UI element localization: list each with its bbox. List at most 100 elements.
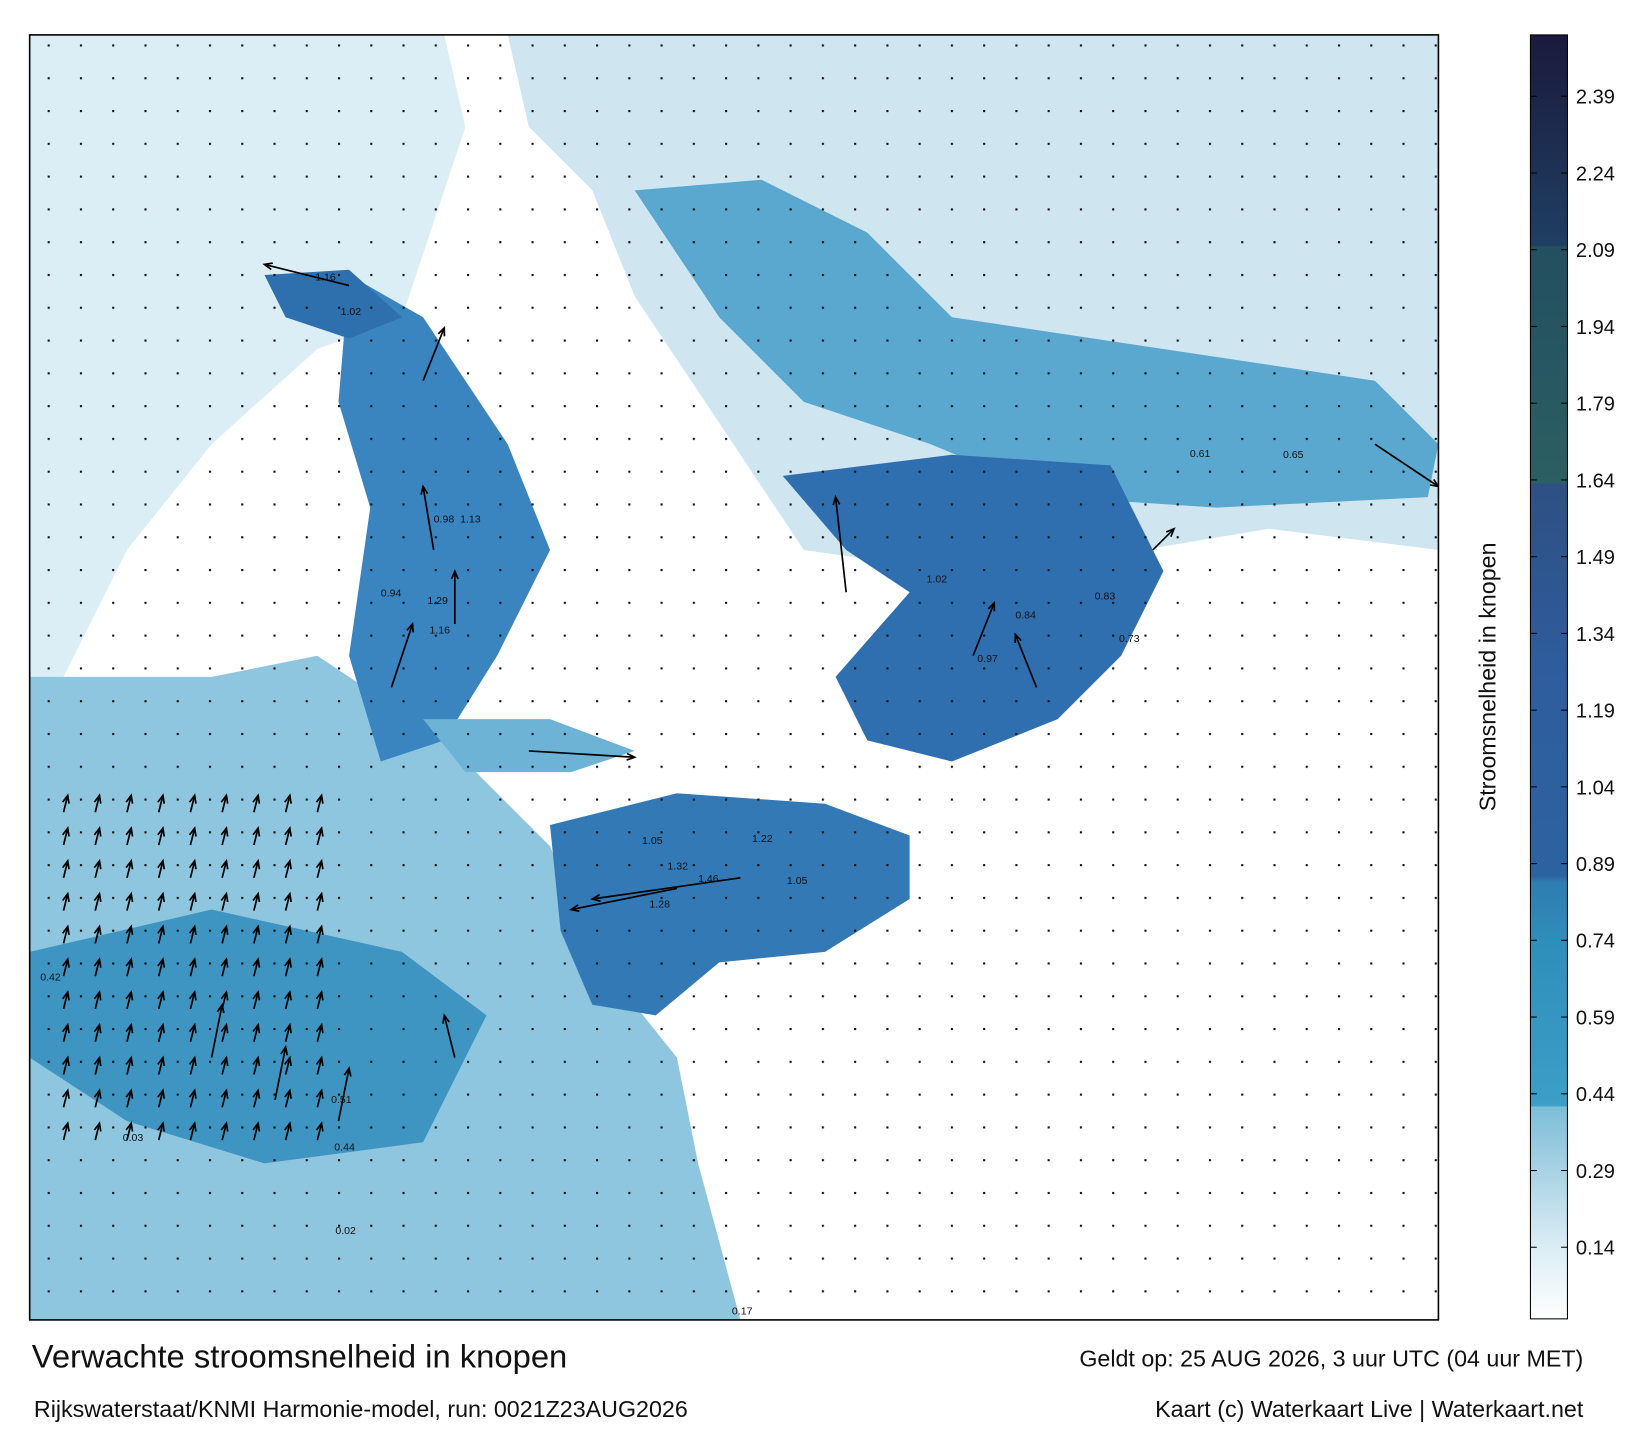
speed-label: 0.44 <box>334 1142 355 1154</box>
speed-label: 1.32 <box>667 860 688 872</box>
arrow-head <box>93 826 102 837</box>
current-arrow <box>316 1057 323 1075</box>
current-arrow <box>189 827 196 846</box>
arrow-head <box>284 826 292 837</box>
arrow-head <box>125 891 134 903</box>
title: Verwachte stroomsnelheid in knopen <box>32 1338 568 1375</box>
current-arrow <box>126 1090 133 1108</box>
current-arrow <box>62 1122 69 1141</box>
speed-label: 1.05 <box>787 875 808 887</box>
current-arrow <box>189 926 196 944</box>
arrow-head <box>252 793 261 804</box>
current-arrow <box>189 893 196 911</box>
arrow-head <box>590 893 601 902</box>
arrow-head <box>284 1121 292 1132</box>
current-arrow <box>221 926 228 944</box>
current-arrow <box>126 893 133 911</box>
speed-label: 0.65 <box>1283 449 1304 461</box>
arrow-head <box>220 891 229 903</box>
colorbar-tick-label: 1.04 <box>1576 777 1615 799</box>
current-arrow <box>253 1057 259 1075</box>
arrow-head <box>157 793 166 804</box>
arrow-head <box>284 1022 292 1034</box>
arrow-head <box>252 1055 261 1067</box>
arrow-head <box>157 1022 166 1034</box>
arrow-head <box>284 1088 292 1099</box>
colorbar-tick-label: 0.89 <box>1576 854 1615 876</box>
current-arrow <box>528 750 635 759</box>
arrow-head <box>157 1088 166 1099</box>
current-arrow <box>253 1090 259 1108</box>
colorbar-tick-label: 0.44 <box>1576 1084 1615 1106</box>
current-arrow <box>316 893 323 911</box>
current-arrow <box>157 1122 164 1141</box>
current-arrow <box>284 1024 291 1042</box>
current-arrow <box>253 795 259 813</box>
arrow-head <box>93 891 102 903</box>
current-arrow <box>62 893 69 911</box>
arrow-head <box>315 793 324 804</box>
speed-label: 1.28 <box>649 898 670 910</box>
arrow-head <box>125 989 134 1001</box>
current-arrows <box>61 262 1439 1141</box>
colorbar-tick-label: 1.64 <box>1576 470 1615 492</box>
colorbar-tick-label: 0.14 <box>1576 1238 1615 1260</box>
arrow-head <box>188 1055 197 1067</box>
current-arrow <box>126 1122 133 1141</box>
arrow-head <box>61 793 70 804</box>
current-arrow <box>94 926 101 944</box>
arrow-head <box>220 1055 229 1067</box>
arrow-head <box>188 1022 197 1034</box>
arrow-head <box>157 957 166 968</box>
colorbar-tick-label: 0.74 <box>1576 931 1615 953</box>
current-arrow <box>284 959 291 977</box>
colorbar-ticks: 0.14 0.29 0.44 0.59 0.74 0.89 1.04 1.19 1.34 1.49… <box>1530 87 1615 1260</box>
speed-label: 0.84 <box>1015 610 1036 622</box>
arrow-head <box>252 957 261 968</box>
current-arrow <box>94 1057 101 1075</box>
arrow-head <box>61 1121 70 1132</box>
speed-label: 0.17 <box>732 1306 753 1318</box>
arrow-head <box>252 1121 261 1132</box>
arrow-head <box>93 957 102 968</box>
current-arrow <box>62 926 69 944</box>
arrow-head <box>93 793 102 804</box>
current-arrow <box>316 827 323 846</box>
speed-label: 0.97 <box>977 653 998 665</box>
current-arrow <box>62 827 69 846</box>
current-arrow <box>62 860 69 879</box>
arrow-head <box>188 793 197 804</box>
arrow-head <box>280 1044 289 1056</box>
speed-label: 1.22 <box>752 833 773 845</box>
speed-label: 1.13 <box>460 513 481 525</box>
current-arrow <box>1374 443 1439 488</box>
colorbar-tick-label: 1.19 <box>1576 701 1615 723</box>
colorbar: 0.14 0.29 0.44 0.59 0.74 0.89 1.04 1.19 1.34 1.49… <box>1475 34 1615 1320</box>
arrow-head <box>252 891 261 903</box>
arrow-head <box>450 568 459 580</box>
arrow-head <box>315 924 324 935</box>
current-arrow <box>189 795 196 813</box>
current-arrow <box>94 1122 101 1141</box>
current-arrow <box>253 1122 259 1141</box>
current-arrow <box>390 623 414 688</box>
current-arrow <box>221 893 228 911</box>
arrow-head <box>220 989 229 1001</box>
arrow-head <box>188 957 197 968</box>
arrow-head <box>93 924 102 935</box>
arrow-head <box>569 904 580 913</box>
current-arrow <box>284 827 291 846</box>
current-arrow <box>157 991 164 1010</box>
current-arrow <box>126 926 133 944</box>
current-arrow <box>1014 634 1038 688</box>
current-arrow <box>94 893 101 911</box>
current-arrow <box>126 1024 133 1042</box>
arrow-head <box>61 989 70 1001</box>
colorbar-tick-label: 2.24 <box>1576 163 1615 185</box>
colorbar-tick-label: 1.49 <box>1576 547 1615 569</box>
arrow-head <box>315 858 324 870</box>
arrow-head <box>188 989 197 1001</box>
arrow-head <box>284 891 292 903</box>
current-arrow <box>284 893 291 911</box>
current-arrow <box>337 1068 350 1122</box>
